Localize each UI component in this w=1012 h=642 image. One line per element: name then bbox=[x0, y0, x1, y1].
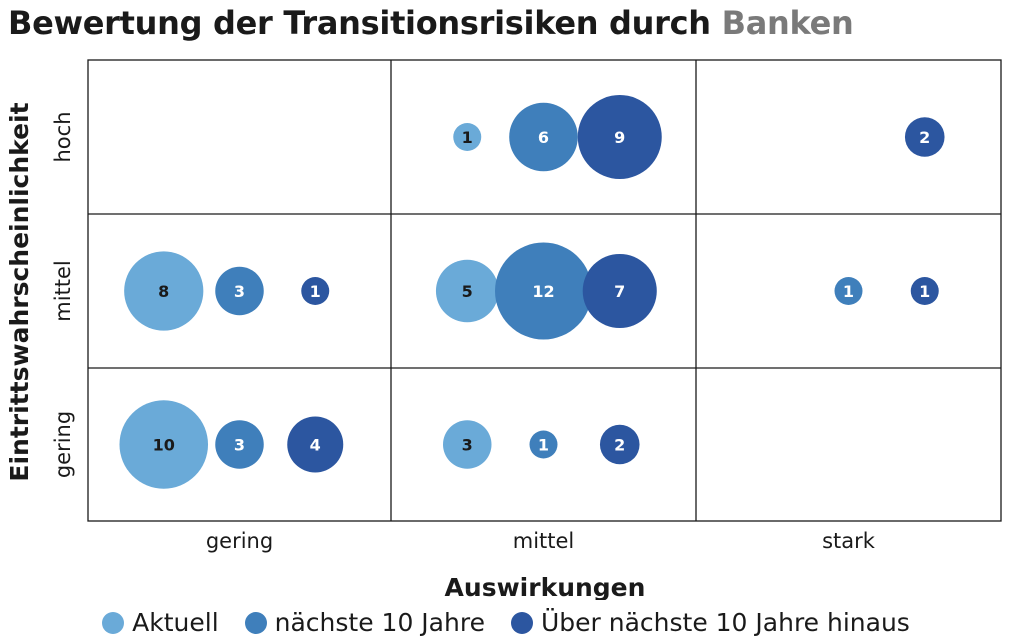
bubble: 1 bbox=[910, 277, 939, 305]
bubbles-layer: 1 6 9 28 3 1 5 12 7 1 110 3 4 3 1 2 bbox=[119, 95, 945, 489]
bubble: 4 bbox=[287, 416, 344, 473]
legend-dot-icon bbox=[510, 611, 533, 634]
bubble-circle bbox=[453, 123, 482, 151]
bubble: 2 bbox=[599, 424, 640, 465]
bubble: 1 bbox=[529, 430, 558, 459]
legend-item-aktuell: Aktuell bbox=[102, 608, 219, 637]
bubble-value-label: 1 bbox=[843, 282, 854, 301]
bubble-value-label: 1 bbox=[538, 436, 549, 455]
bubble-circle bbox=[904, 117, 945, 157]
bubble-value-label: 5 bbox=[462, 282, 473, 301]
bubble-circle bbox=[509, 102, 578, 172]
bubble-value-label: 2 bbox=[919, 128, 930, 147]
x-tick-label: mittel bbox=[513, 529, 575, 553]
x-axis-title: Auswirkungen bbox=[445, 573, 646, 600]
legend-label: nächste 10 Jahre bbox=[274, 608, 485, 637]
bubble: 6 bbox=[509, 102, 578, 172]
bubble: 3 bbox=[215, 266, 264, 316]
bubble: 1 bbox=[453, 123, 482, 151]
y-tick-label: mittel bbox=[51, 260, 75, 322]
bubble: 1 bbox=[301, 277, 330, 305]
bubble-value-label: 3 bbox=[234, 436, 245, 455]
bubble: 3 bbox=[443, 420, 492, 469]
legend-item-naechste-10-jahre: nächste 10 Jahre bbox=[244, 608, 485, 637]
bubble-value-label: 1 bbox=[310, 282, 321, 301]
bubble-value-label: 7 bbox=[614, 282, 625, 301]
legend-item-ueber-10-jahre: Über nächste 10 Jahre hinaus bbox=[510, 608, 910, 637]
legend-dot-icon bbox=[244, 611, 267, 634]
y-axis-title: Eintrittswahrscheinlichkeit bbox=[5, 102, 34, 481]
bubble: 7 bbox=[582, 253, 657, 329]
bubble: 9 bbox=[577, 95, 662, 179]
bubble-value-label: 10 bbox=[153, 436, 175, 455]
y-tick-label: hoch bbox=[51, 111, 75, 162]
bubble-value-label: 1 bbox=[462, 128, 473, 147]
bubble-value-label: 4 bbox=[310, 436, 321, 455]
legend-dot-icon bbox=[102, 611, 125, 634]
axis-labels: Eintrittswahrscheinlichkeit Auswirkungen… bbox=[5, 102, 876, 600]
bubble-value-label: 2 bbox=[614, 436, 625, 455]
bubble-circle bbox=[599, 424, 640, 465]
x-tick-label: gering bbox=[206, 529, 273, 553]
bubble-circle bbox=[443, 420, 492, 469]
bubble: 2 bbox=[904, 117, 945, 157]
bubble-circle bbox=[215, 266, 264, 316]
bubble-value-label: 8 bbox=[158, 282, 169, 301]
bubble-value-label: 1 bbox=[919, 282, 930, 301]
bubble-circle bbox=[495, 242, 592, 340]
chart-title: Bewertung der Transitionsrisiken durch B… bbox=[8, 4, 854, 42]
bubble-circle bbox=[834, 277, 863, 305]
bubble-value-label: 3 bbox=[462, 436, 473, 455]
legend-label: Über nächste 10 Jahre hinaus bbox=[540, 608, 910, 637]
bubble-value-label: 9 bbox=[614, 128, 625, 147]
bubble-value-label: 3 bbox=[234, 282, 245, 301]
legend-label: Aktuell bbox=[132, 608, 219, 637]
bubble-circle bbox=[301, 277, 330, 305]
bubble: 5 bbox=[435, 259, 499, 323]
y-tick-label: gering bbox=[51, 411, 75, 478]
bubble-value-label: 12 bbox=[532, 282, 554, 301]
matrix-grid bbox=[87, 59, 1002, 522]
bubble: 8 bbox=[124, 251, 204, 331]
bubble-circle bbox=[119, 400, 209, 489]
legend: Aktuell nächste 10 Jahre Über nächste 10… bbox=[0, 608, 1012, 637]
bubble-circle bbox=[577, 95, 662, 179]
bubble-value-label: 6 bbox=[538, 128, 549, 147]
bubble-circle bbox=[287, 416, 344, 473]
bubble-circle bbox=[529, 430, 558, 459]
bubble-chart: 1 6 9 28 3 1 5 12 7 1 110 3 4 3 1 2 Eintrittswahrschein… bbox=[5, 59, 1002, 600]
chart-title-accent: Banken bbox=[721, 4, 854, 42]
chart-title-main: Bewertung der Transitionsrisiken durch bbox=[8, 4, 711, 42]
bubble: 1 bbox=[834, 277, 863, 305]
bubble-circle bbox=[582, 253, 657, 329]
x-tick-label: stark bbox=[822, 529, 876, 553]
bubble-circle bbox=[215, 420, 264, 469]
bubble-circle bbox=[124, 251, 204, 331]
bubble-circle bbox=[910, 277, 939, 305]
bubble: 3 bbox=[215, 420, 264, 469]
bubble-circle bbox=[435, 259, 499, 323]
bubble: 12 bbox=[495, 242, 592, 340]
matrix-frame bbox=[87, 59, 1002, 522]
bubble: 10 bbox=[119, 400, 209, 489]
